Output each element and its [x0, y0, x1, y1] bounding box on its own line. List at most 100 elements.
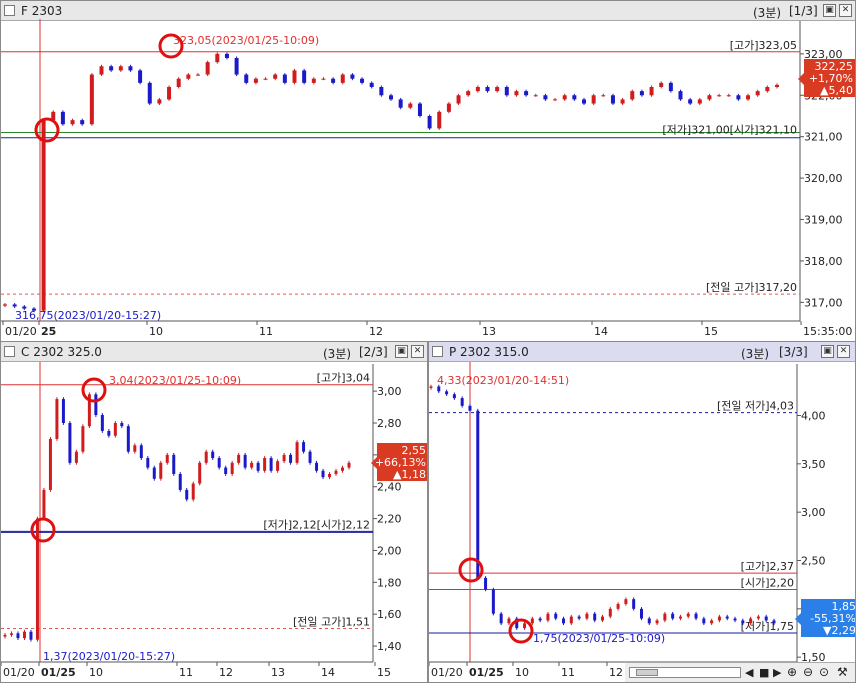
candle-body [764, 616, 768, 621]
candle-body [504, 86, 509, 96]
page-indicator: [3/3] [779, 345, 808, 359]
candle-body [334, 470, 338, 474]
candle-body [725, 616, 729, 619]
y-tick-label: 2,00 [377, 544, 402, 557]
prev-day-label: [전일 저가]4,03 [717, 399, 794, 413]
timeframe-label: (3분) [753, 6, 782, 20]
candle-body [591, 95, 596, 104]
x-tick-label: 12 [609, 666, 623, 679]
candle-body [515, 618, 519, 629]
candle-body [224, 53, 229, 58]
candle-body [702, 618, 706, 624]
candle-body [282, 74, 287, 83]
settings-icon[interactable]: ⚒ [837, 665, 848, 679]
candle-body [523, 623, 527, 629]
stop-icon[interactable]: ■ [759, 666, 770, 679]
price-badge-text: 322,25 [815, 60, 854, 73]
x-tick-label: 10 [149, 325, 163, 338]
candle-body [495, 86, 500, 92]
candle-body [668, 82, 673, 92]
candle-body [572, 95, 577, 100]
restore-icon[interactable]: ▣ [395, 345, 408, 358]
candle-body [250, 462, 254, 468]
close-icon[interactable]: ✕ [837, 345, 850, 358]
highlight-circle [158, 33, 184, 59]
page-indicator: [1/3] [789, 4, 818, 18]
chart-canvas[interactable]: 323,00322,00321,00320,00319,00318,00317,… [1, 1, 856, 342]
candle-body [22, 306, 27, 309]
low-price-label: [저가]1,75 [741, 620, 794, 633]
candle-body [205, 62, 210, 75]
candle-body [655, 620, 659, 624]
candle-body [649, 86, 654, 96]
candle-body [417, 103, 422, 116]
candle-body [308, 451, 312, 463]
price-badge-text: ▲1,18 [393, 468, 426, 481]
candle-body [538, 618, 542, 621]
candle-body [369, 82, 374, 87]
y-tick-label: 2,50 [801, 555, 826, 568]
candle-body [341, 467, 345, 471]
y-tick-label: 318,00 [804, 255, 843, 268]
close-icon[interactable]: ✕ [839, 4, 852, 17]
candle-body [331, 78, 336, 83]
y-tick-label: 3,50 [801, 458, 826, 471]
zoom-in-icon[interactable]: ⊕ [787, 665, 798, 679]
restore-icon[interactable]: ▣ [821, 345, 834, 358]
x-tick-label: 14 [594, 325, 608, 338]
candle-body [468, 405, 472, 411]
candle-body [524, 91, 529, 96]
candle-body [282, 454, 286, 462]
candle-body [16, 633, 20, 639]
candle-body [146, 458, 150, 468]
panel-titlebar[interactable]: F 2303 (3분) [1/3] ▣ ✕ [1, 1, 855, 21]
rewind-icon[interactable]: ◀ [745, 666, 754, 679]
candle-body [185, 489, 189, 500]
scroll-thumb[interactable] [636, 669, 658, 676]
chart-canvas[interactable]: 4,003,503,002,502,001,5001/2001/25101112… [429, 342, 856, 683]
candle-body [3, 304, 7, 306]
candle-body [389, 95, 393, 100]
prev-day-label: [전일 고가]317,20 [706, 280, 797, 294]
panel-titlebar[interactable]: P 2302 315.0 (3분) [3/3] ▣ ✕ [429, 342, 855, 362]
candle-body [29, 631, 33, 640]
candle-body [717, 616, 721, 621]
x-tick-label: 01/20 [3, 666, 35, 679]
zoom-fit-icon[interactable]: ⊙ [819, 665, 830, 679]
x-tick-label: 13 [271, 666, 285, 679]
candle-body [533, 95, 538, 97]
zoom-out-icon[interactable]: ⊖ [803, 665, 814, 679]
candle-body [100, 415, 104, 431]
candle-body [109, 66, 114, 71]
candle-body [51, 111, 56, 121]
panel-checkbox[interactable] [4, 5, 15, 16]
candle-body [733, 618, 737, 621]
restore-icon[interactable]: ▣ [823, 4, 836, 17]
price-badge [377, 443, 427, 481]
candle-body [485, 86, 490, 92]
panel-checkbox[interactable] [432, 346, 443, 357]
candle-body [499, 613, 503, 624]
close-icon[interactable]: ✕ [411, 345, 424, 358]
high-note: 3,04(2023/01/25-10:09) [109, 374, 241, 387]
candle-body [253, 78, 258, 83]
candle-body [601, 95, 606, 97]
candle-body [273, 74, 278, 79]
candle-body [678, 616, 682, 619]
chart-scrollbar[interactable] [629, 667, 741, 678]
candle-body [562, 95, 567, 100]
x-tick-label: 12 [219, 666, 233, 679]
chart-canvas[interactable]: 3,002,802,602,402,202,001,801,601,4001/2… [1, 342, 428, 683]
price-badge-text: 2,55 [402, 444, 427, 457]
candle-body [42, 489, 46, 519]
low-open-label: [저가]2,12[시가]2,12 [263, 518, 370, 531]
panel-titlebar[interactable]: C 2302 325.0 (3분) [2/3] ▣ ✕ [1, 342, 427, 362]
candle-body [408, 103, 413, 108]
candle-body [624, 599, 628, 604]
candle-body [321, 78, 326, 80]
high-price-label: [고가]2,37 [741, 560, 794, 573]
play-icon[interactable]: ▶ [773, 666, 782, 679]
x-tick-label: 25 [41, 325, 56, 338]
candle-body [398, 99, 403, 108]
panel-checkbox[interactable] [4, 346, 15, 357]
